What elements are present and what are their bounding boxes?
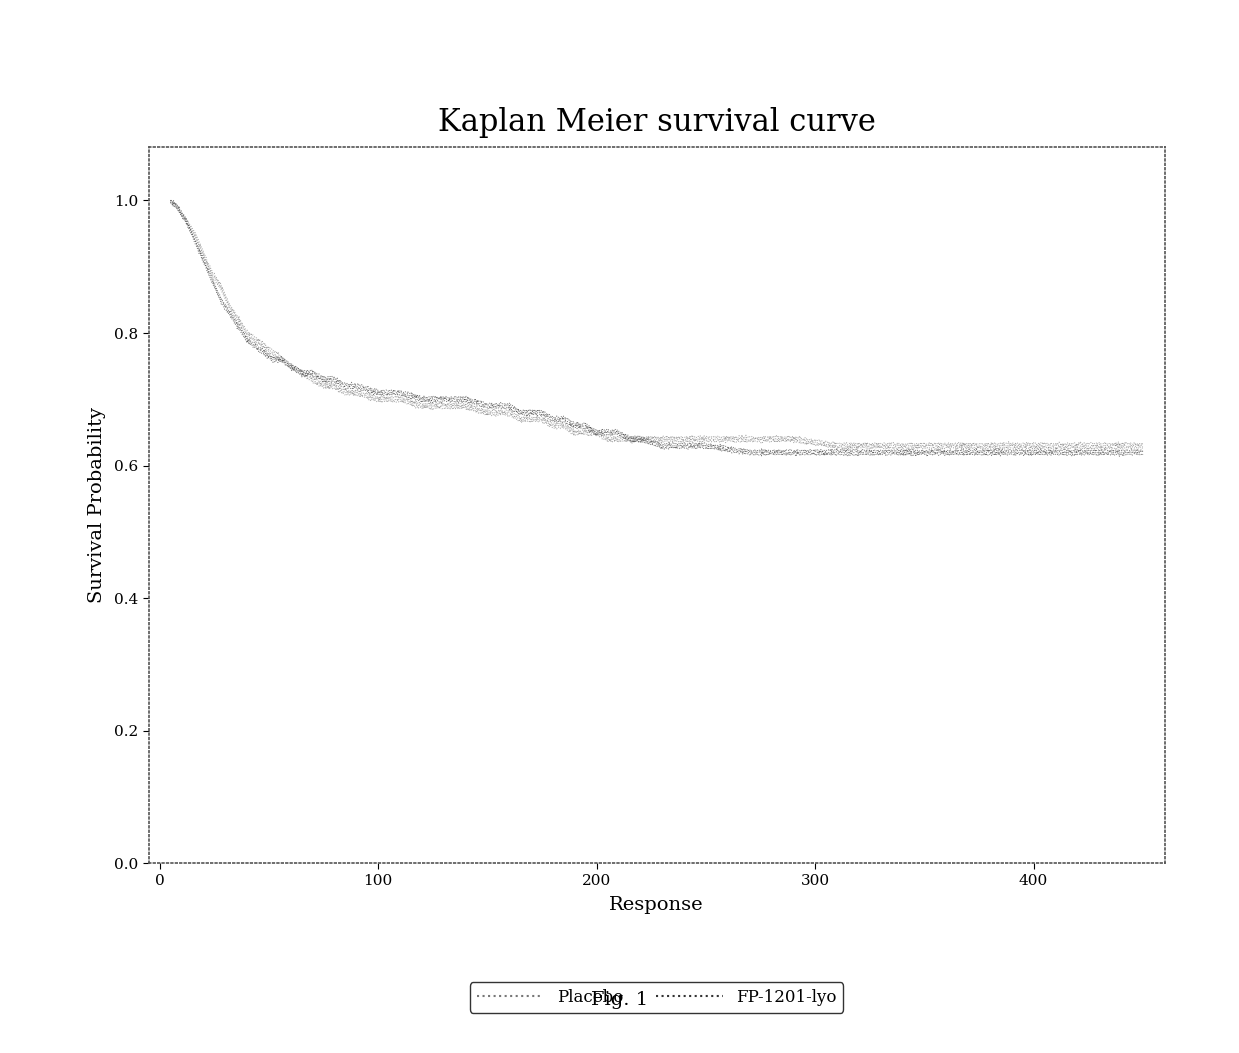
X-axis label: Response: Response (610, 896, 704, 914)
Y-axis label: Survival Probability: Survival Probability (88, 408, 105, 603)
Text: Fig. 1: Fig. 1 (591, 991, 648, 1010)
Legend: Placebo, FP-1201-lyo: Placebo, FP-1201-lyo (470, 982, 844, 1013)
Title: Kaplan Meier survival curve: Kaplan Meier survival curve (437, 106, 876, 138)
